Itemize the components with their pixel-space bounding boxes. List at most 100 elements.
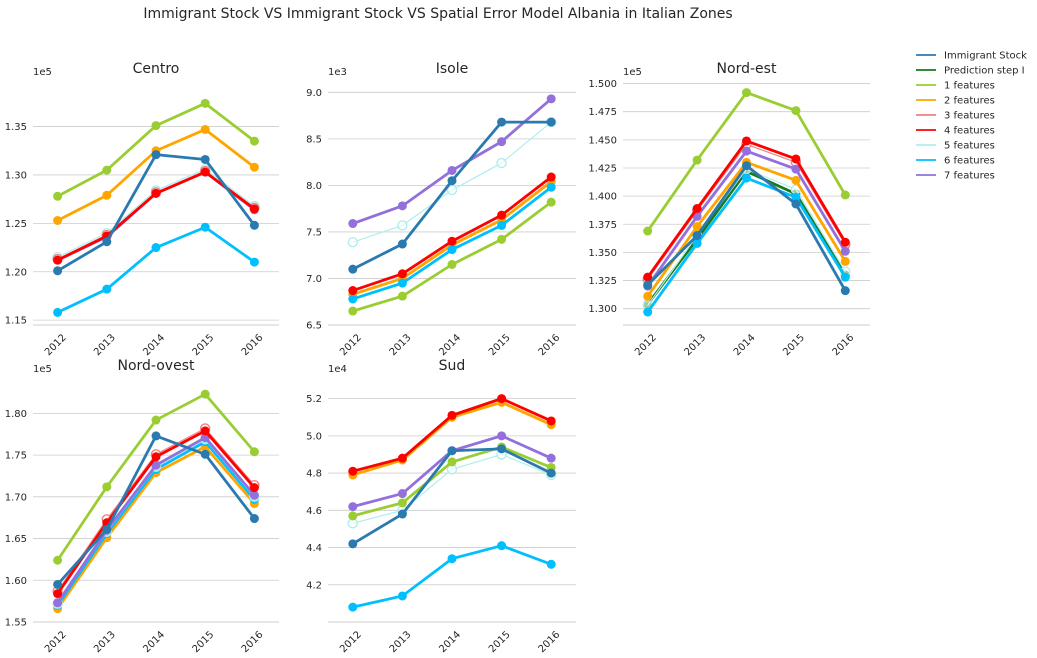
data-point-4-features xyxy=(840,237,850,247)
panel-title: Centro xyxy=(133,61,180,77)
series-immigrant-stock xyxy=(53,431,259,589)
data-point-7-features xyxy=(151,460,161,470)
data-point-2-features xyxy=(840,256,850,266)
legend-entry-5-features: 5 features xyxy=(916,141,995,152)
y-tick-label: 8.0 xyxy=(306,181,322,192)
data-point-4-features xyxy=(348,286,358,296)
data-point-immigrant-stock xyxy=(151,150,161,160)
x-tick-label: 2016 xyxy=(240,629,266,655)
panel-title: Nord-est xyxy=(717,61,777,77)
y-tick-label: 1.350 xyxy=(588,248,617,259)
x-tick-label: 2012 xyxy=(43,332,69,358)
legend-entry-prediction-step-i: Prediction step I xyxy=(916,66,1025,77)
data-point-immigrant-stock xyxy=(546,117,556,127)
series-5-features xyxy=(642,163,851,311)
data-point-6-features xyxy=(397,591,407,601)
panel-title: Isole xyxy=(436,61,469,77)
data-point-6-features xyxy=(546,182,556,192)
data-point-6-features xyxy=(742,173,751,183)
x-tick-label: 2015 xyxy=(487,629,513,655)
legend-entry-7-features: 7 features xyxy=(916,171,995,182)
series-6-features xyxy=(53,222,259,317)
x-tick-label: 2016 xyxy=(831,332,857,358)
data-point-4-features xyxy=(53,255,63,265)
data-point-4-features xyxy=(742,136,751,146)
data-point-immigrant-stock xyxy=(249,514,259,524)
data-point-7-features xyxy=(546,94,556,104)
panel-nord-est: 1.300 1.325 1.350 1.375 1.400 1.425 1.450 1.475… xyxy=(588,61,870,358)
x-tick-label: 2015 xyxy=(781,332,807,358)
legend-label: Immigrant Stock xyxy=(944,51,1027,62)
data-point-1-features xyxy=(742,88,751,98)
data-point-6-features xyxy=(53,307,63,317)
panel-nord-ovest: 1.55 1.60 1.65 1.70 1.75 1.80 2012 2013 2014 2015… xyxy=(5,358,279,655)
data-point-1-features xyxy=(692,155,702,165)
panel-sud: 4.2 4.4 4.6 4.8 5.0 5.2 2012 2013 2014 2015 2016 Su… xyxy=(306,358,576,655)
data-point-1-features xyxy=(840,190,850,200)
x-tick-label: 2014 xyxy=(437,629,463,655)
x-tick-label: 2013 xyxy=(388,332,414,358)
series-4-features xyxy=(643,136,850,282)
legend-label: 4 features xyxy=(944,126,995,137)
series-6-features xyxy=(348,541,556,612)
data-point-immigrant-stock xyxy=(348,264,358,274)
x-tick-label: 2014 xyxy=(732,332,758,358)
panel-title: Sud xyxy=(439,358,466,374)
series-line-6-features xyxy=(57,225,256,314)
data-point-immigrant-stock xyxy=(102,237,112,247)
panel-isole: 6.5 7.0 7.5 8.0 8.5 9.0 2012 2013 2014 2015 2016 Is… xyxy=(306,61,576,358)
data-point-4-features xyxy=(348,466,358,476)
axis-offset-label: 1e5 xyxy=(623,67,642,78)
data-point-immigrant-stock xyxy=(53,579,63,589)
x-tick-label: 2016 xyxy=(240,332,266,358)
data-point-4-features xyxy=(249,483,259,493)
legend-label: 1 features xyxy=(944,81,995,92)
data-point-immigrant-stock xyxy=(840,286,850,296)
data-point-2-features xyxy=(53,215,63,225)
series-immigrant-stock xyxy=(53,150,259,276)
data-point-1-features xyxy=(348,511,358,521)
y-tick-label: 1.375 xyxy=(588,220,617,231)
data-point-1-features xyxy=(791,106,801,116)
data-point-6-features xyxy=(497,220,507,230)
series-7-features xyxy=(53,433,259,608)
data-point-6-features xyxy=(840,272,850,282)
y-tick-label: 1.450 xyxy=(588,135,617,146)
legend-label: 3 features xyxy=(944,111,995,122)
data-point-4-features xyxy=(497,210,507,220)
data-point-7-features xyxy=(447,165,457,175)
data-point-2-features xyxy=(692,222,702,232)
y-tick-label: 1.325 xyxy=(588,276,617,287)
data-point-4-features xyxy=(791,154,801,164)
data-point-1-features xyxy=(249,136,259,146)
data-point-5-features xyxy=(496,157,507,169)
data-point-6-features xyxy=(249,257,259,267)
data-point-1-features xyxy=(249,447,259,457)
data-point-6-features xyxy=(348,602,358,612)
data-point-7-features xyxy=(397,201,407,211)
data-point-4-features xyxy=(447,410,457,420)
legend-entry-1-features: 1 features xyxy=(916,81,995,92)
series-immigrant-stock xyxy=(348,444,556,549)
y-tick-label: 1.75 xyxy=(5,451,27,462)
data-point-5-features xyxy=(347,236,358,248)
y-tick-label: 1.55 xyxy=(5,618,27,629)
y-tick-label: 1.300 xyxy=(588,304,617,315)
panel-title: Nord-ovest xyxy=(118,358,196,374)
data-point-6-features xyxy=(348,294,358,304)
y-tick-label: 4.2 xyxy=(306,580,322,591)
data-point-7-features xyxy=(791,164,801,174)
data-point-4-features xyxy=(151,188,161,198)
data-point-7-features xyxy=(249,490,259,500)
y-tick-label: 5.2 xyxy=(306,394,322,405)
data-point-7-features xyxy=(546,453,556,463)
data-point-immigrant-stock xyxy=(447,176,457,186)
legend-label: 7 features xyxy=(944,171,995,182)
panels-group: 1.15 1.20 1.25 1.30 1.35 2012 2013 2014 2015 2016… xyxy=(5,61,870,655)
data-point-immigrant-stock xyxy=(692,231,702,241)
data-point-6-features xyxy=(200,222,210,232)
x-tick-label: 2013 xyxy=(92,332,118,358)
data-point-1-features xyxy=(447,457,457,467)
y-tick-label: 1.400 xyxy=(588,192,617,203)
data-point-4-features xyxy=(546,172,556,182)
